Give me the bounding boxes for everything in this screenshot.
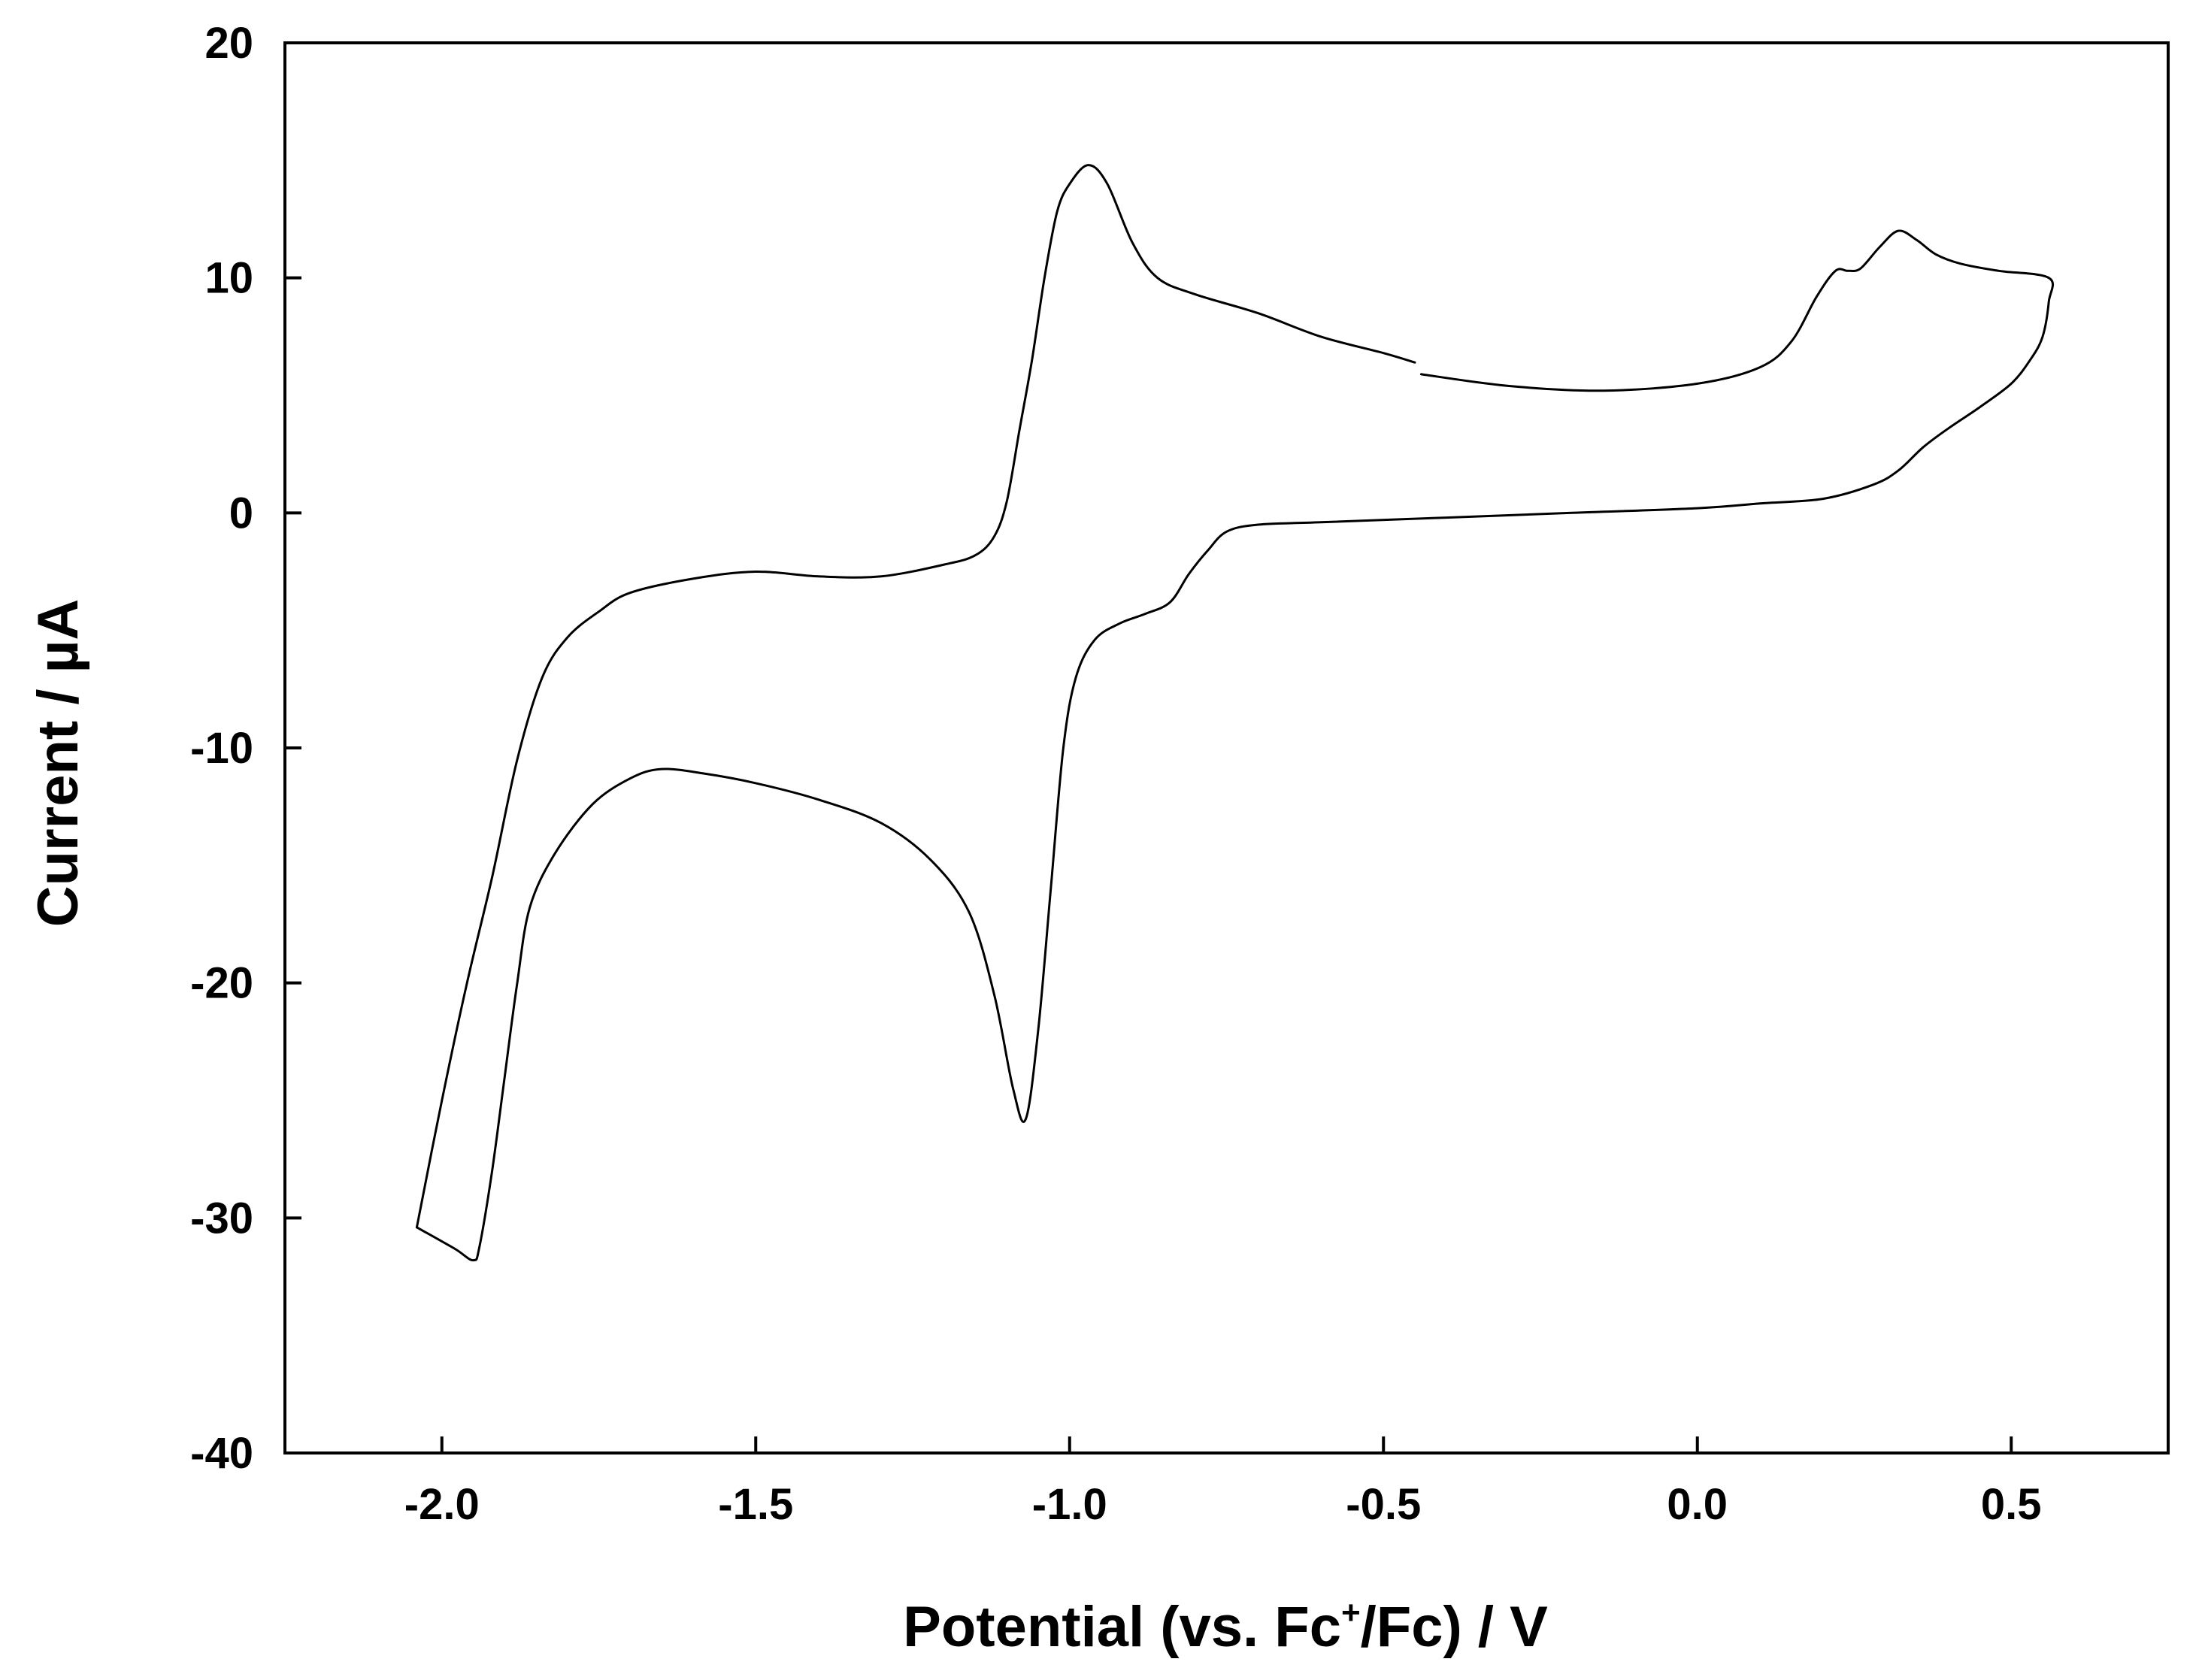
y-tick-label: -30 <box>190 1194 253 1243</box>
y-axis-ticks: 20 10 0 -10 -20 -30 -40 <box>190 19 301 1478</box>
x-tick-label: 0.5 <box>1981 1480 2042 1529</box>
y-tick-label: 0 <box>229 489 253 537</box>
cv-curve-group <box>415 164 2055 1262</box>
x-tick-label: -1.5 <box>718 1480 793 1529</box>
x-axis-ticks: -2.0 -1.5 -1.0 -0.5 0.0 0.5 <box>404 1436 2042 1529</box>
y-axis-title: Current / µA <box>26 599 90 927</box>
y-tick-label: -20 <box>190 959 253 1008</box>
x-axis-title-part-1: Potential (vs. Fc <box>903 1595 1341 1659</box>
x-axis-title: Potential (vs. Fc+/Fc) / V <box>903 1594 1548 1659</box>
x-tick-label: -2.0 <box>404 1480 480 1529</box>
y-tick-label: 10 <box>204 254 253 303</box>
x-tick-label: 0.0 <box>1667 1480 1728 1529</box>
x-axis-title-superscript: + <box>1341 1594 1361 1631</box>
x-tick-label: -1.0 <box>1032 1480 1107 1529</box>
x-tick-label: -0.5 <box>1346 1480 1421 1529</box>
x-axis-title-part-2: /Fc) / V <box>1361 1595 1548 1659</box>
cv-curve-anodic-scan-start <box>415 164 1416 1229</box>
y-tick-label: -40 <box>190 1429 253 1478</box>
y-tick-label: -10 <box>190 724 253 773</box>
y-tick-label: 20 <box>204 19 253 68</box>
cv-curve-anodic-scan-end-and-reverse <box>415 229 2055 1262</box>
plot-frame <box>283 41 2170 1454</box>
